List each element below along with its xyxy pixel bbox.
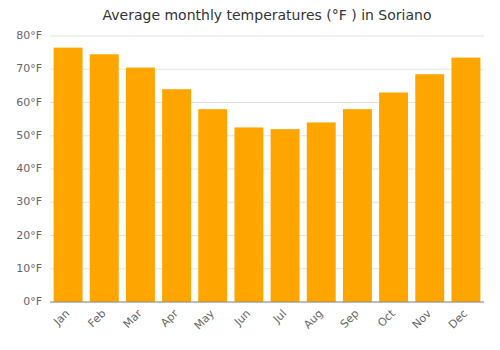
y-tick-label: 20°F — [16, 229, 42, 242]
y-tick-label: 40°F — [16, 162, 42, 175]
y-tick-label: 60°F — [16, 96, 42, 109]
x-axis-line — [50, 302, 484, 303]
y-tick-label: 80°F — [16, 29, 42, 42]
bar — [162, 89, 191, 302]
bar — [271, 129, 300, 302]
bar — [343, 109, 372, 302]
chart: Average monthly temperatures (°F ) in So… — [0, 0, 500, 350]
y-tick-label: 30°F — [16, 195, 42, 208]
y-tick-label: 50°F — [16, 129, 42, 142]
bar — [90, 54, 119, 302]
grid-line — [50, 302, 484, 303]
x-tick-label: May — [192, 307, 218, 333]
x-tick-label: Nov — [410, 307, 435, 332]
bar — [198, 109, 227, 302]
x-tick-label: Oct — [375, 307, 398, 330]
x-tick-label: Feb — [86, 307, 109, 330]
y-tick-label: 10°F — [16, 262, 42, 275]
title: Average monthly temperatures (°F ) in So… — [103, 7, 432, 23]
x-tick-label: Apr — [158, 307, 181, 330]
x-tick-label: Jun — [231, 307, 253, 329]
bar — [379, 93, 408, 302]
chart-container: Average monthly temperatures (°F ) in So… — [0, 0, 500, 350]
bar — [126, 68, 155, 302]
y-tick-label: 0°F — [23, 295, 42, 308]
bars — [54, 48, 481, 302]
x-tick-label: Sep — [338, 307, 362, 331]
x-tick-label: Jul — [270, 307, 289, 326]
x-tick-label: Aug — [301, 307, 325, 331]
x-tick-label: Mar — [121, 307, 145, 331]
bar — [415, 74, 444, 302]
bar — [451, 58, 480, 302]
bar — [54, 48, 83, 302]
bar — [234, 127, 263, 302]
grid-line — [50, 36, 484, 37]
y-tick-label: 70°F — [16, 62, 42, 75]
x-tick-label: Dec — [446, 307, 470, 331]
page: {"chart_data": {"type": "bar", "title": … — [0, 0, 500, 350]
x-tick-label: Jan — [50, 307, 72, 329]
grid — [50, 36, 484, 302]
bar — [307, 122, 336, 302]
